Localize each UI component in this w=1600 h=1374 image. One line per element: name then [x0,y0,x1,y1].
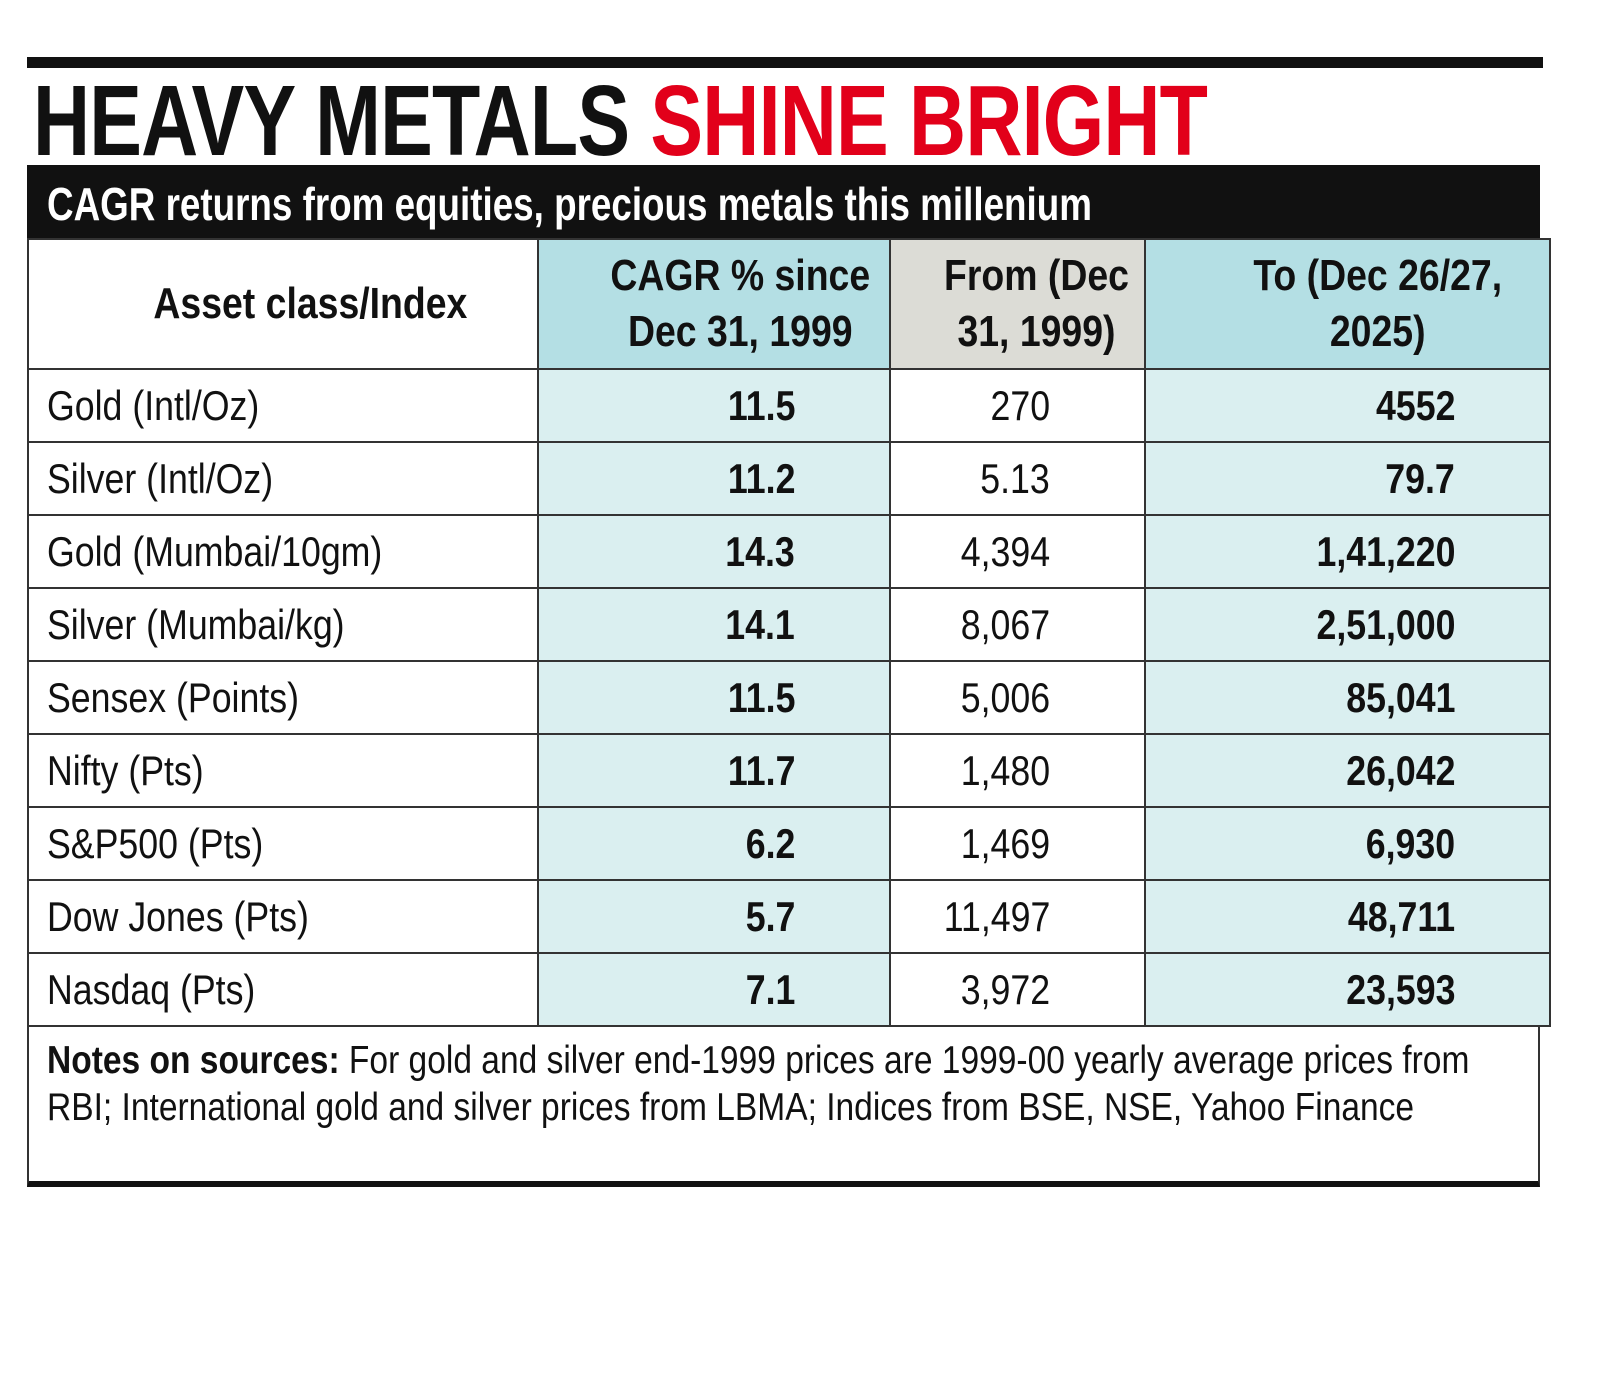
asset-name-cell: Dow Jones (Pts) [27,879,539,954]
asset-name-cell: Silver (Mumbai/kg) [27,587,539,662]
to-value-cell: 79.7 [1144,441,1551,516]
cagr-cell: 11.5 [537,368,891,443]
table-row: Nasdaq (Pts) 7.1 3,972 23,593 [27,952,1551,1027]
to-value-cell: 4552 [1144,368,1551,443]
cagr-cell: 14.3 [537,514,891,589]
headline: HEAVY METALS SHINE BRIGHT [33,65,1208,177]
to-value-cell: 1,41,220 [1144,514,1551,589]
asset-name-cell: Gold (Mumbai/10gm) [27,514,539,589]
from-value-cell: 4,394 [889,514,1146,589]
to-value-cell: 48,711 [1144,879,1551,954]
to-value-cell: 6,930 [1144,806,1551,881]
from-value-cell: 3,972 [889,952,1146,1027]
from-value-cell: 270 [889,368,1146,443]
subtitle: CAGR returns from equities, precious met… [47,178,1092,230]
table-row: Silver (Mumbai/kg) 14.1 8,067 2,51,000 [27,587,1551,662]
subtitle-bar: CAGR returns from equities, precious met… [27,165,1540,238]
header-row: Asset class/Index CAGR % since Dec 31, 1… [27,238,1551,370]
asset-name-cell: S&P500 (Pts) [27,806,539,881]
asset-name-cell: Nifty (Pts) [27,733,539,808]
headline-part1: HEAVY METALS [33,65,651,177]
column-header: Asset class/Index [27,238,539,370]
table-row: Dow Jones (Pts) 5.7 11,497 48,711 [27,879,1551,954]
source-notes: Notes on sources: For gold and silver en… [27,1025,1540,1187]
asset-name-cell: Nasdaq (Pts) [27,952,539,1027]
table-row: Gold (Mumbai/10gm) 14.3 4,394 1,41,220 [27,514,1551,589]
to-value-cell: 23,593 [1144,952,1551,1027]
data-table: Asset class/Index CAGR % since Dec 31, 1… [27,238,1551,1027]
from-value-cell: 1,480 [889,733,1146,808]
column-header: CAGR % since Dec 31, 1999 [537,238,891,370]
from-value-cell: 8,067 [889,587,1146,662]
to-value-cell: 2,51,000 [1144,587,1551,662]
asset-name-cell: Gold (Intl/Oz) [27,368,539,443]
headline-part2: SHINE BRIGHT [650,65,1208,177]
top-rule [27,57,1543,68]
to-value-cell: 85,041 [1144,660,1551,735]
asset-name-cell: Sensex (Points) [27,660,539,735]
from-value-cell: 11,497 [889,879,1146,954]
cagr-cell: 7.1 [537,952,891,1027]
asset-name-cell: Silver (Intl/Oz) [27,441,539,516]
table-row: S&P500 (Pts) 6.2 1,469 6,930 [27,806,1551,881]
cagr-cell: 11.7 [537,733,891,808]
cagr-cell: 11.5 [537,660,891,735]
table-row: Sensex (Points) 11.5 5,006 85,041 [27,660,1551,735]
cagr-cell: 11.2 [537,441,891,516]
cagr-cell: 5.7 [537,879,891,954]
table-row: Gold (Intl/Oz) 11.5 270 4552 [27,368,1551,443]
notes-label: Notes on sources: [47,1039,340,1082]
from-value-cell: 5,006 [889,660,1146,735]
from-value-cell: 5.13 [889,441,1146,516]
column-header: To (Dec 26/27, 2025) [1144,238,1551,370]
cagr-cell: 6.2 [537,806,891,881]
column-header: From (Dec 31, 1999) [889,238,1146,370]
table-row: Nifty (Pts) 11.7 1,480 26,042 [27,733,1551,808]
to-value-cell: 26,042 [1144,733,1551,808]
table-row: Silver (Intl/Oz) 11.2 5.13 79.7 [27,441,1551,516]
cagr-cell: 14.1 [537,587,891,662]
notes-text: For gold and silver end-1999 prices are … [47,1039,1470,1129]
from-value-cell: 1,469 [889,806,1146,881]
